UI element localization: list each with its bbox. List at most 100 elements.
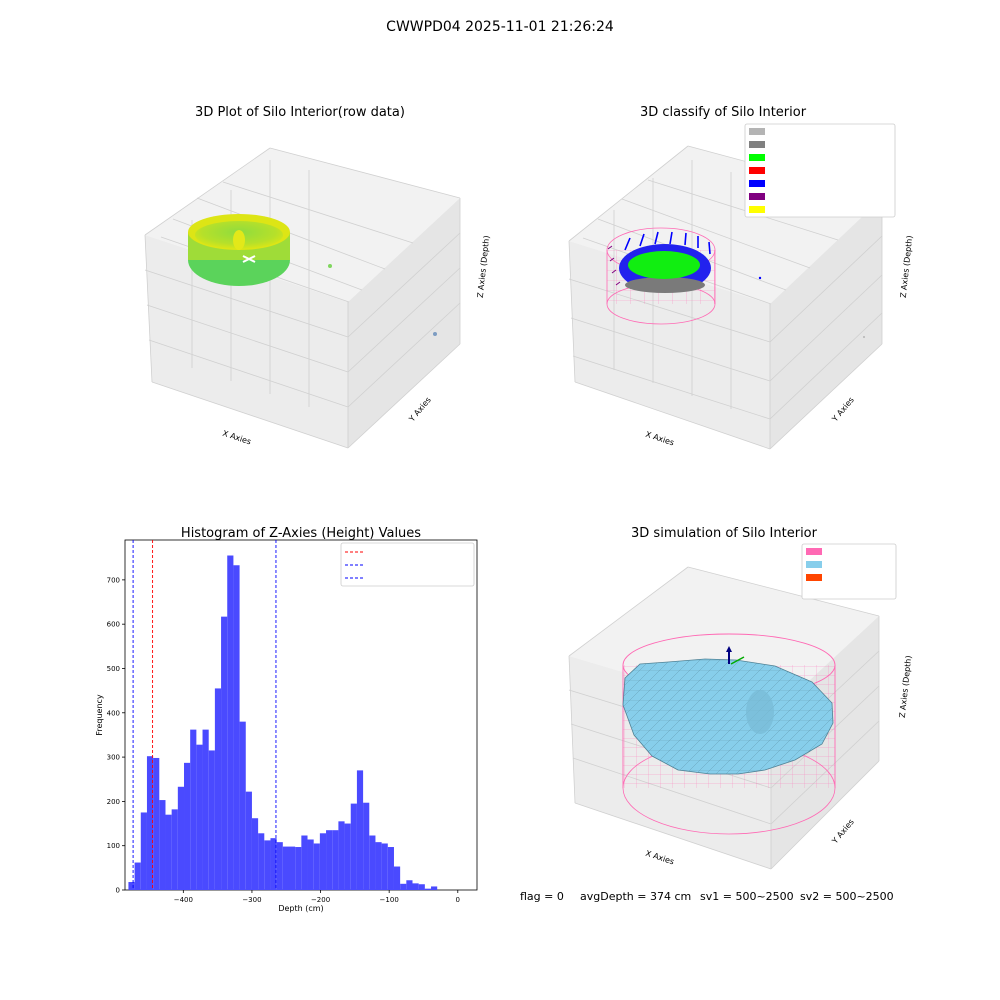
hist-bar (400, 883, 407, 890)
hist-y-ticks: 0 100 200 300 400 500 600 700 (107, 576, 125, 895)
hist-bar (406, 880, 413, 890)
hist-y-tick-label: 200 (107, 798, 120, 806)
sim-silo-and-rice (622, 633, 836, 835)
sim-legend-swatch (806, 561, 822, 568)
hist-bar (344, 823, 351, 890)
hist-bar (307, 839, 314, 890)
hist-bar (171, 809, 178, 890)
panel-classify: 3D classify of Silo Interior (568, 105, 915, 450)
hist-bar (356, 770, 364, 890)
classify-legend (744, 123, 896, 218)
hist-bar (214, 688, 222, 890)
hist-bar (418, 884, 425, 890)
footer-flag: flag = 0 (520, 890, 564, 903)
sim-xlabel: X Axies (644, 849, 675, 867)
classify-zlabel: Z Axies (Depth) (899, 235, 915, 298)
hist-x-tick-label: −200 (311, 896, 330, 904)
classify-legend-swatch (749, 193, 765, 200)
classify-legend-swatch (749, 180, 765, 187)
hist-bar (412, 883, 419, 890)
hist-bar (282, 846, 289, 890)
hist-bar (393, 866, 401, 890)
classify-legend-swatch (749, 128, 765, 135)
hist-y-tick-label: 400 (107, 709, 120, 717)
hist-x-tick-label: −400 (174, 896, 193, 904)
hist-bar (184, 762, 191, 890)
hist-bar (245, 791, 252, 890)
hist-bar (363, 802, 370, 890)
hist-ylabel: Frequency (95, 694, 104, 736)
hist-bar (251, 818, 259, 890)
sim-legend-swatch (806, 587, 822, 594)
hist-bar (375, 842, 382, 890)
hist-bar (258, 833, 265, 890)
raw-title: 3D Plot of Silo Interior(row data) (195, 105, 405, 120)
hist-xlabel: Depth (cm) (278, 904, 323, 913)
classify-legend-items (749, 128, 765, 213)
hist-bar (227, 555, 234, 890)
hist-bar (128, 882, 135, 890)
hist-bar (239, 721, 246, 890)
sim-legend-swatch (806, 548, 822, 555)
classify-legend-swatch (749, 206, 765, 213)
sim-title: 3D simulation of Silo Interior (631, 526, 818, 541)
footer-avgdepth: avgDepth = 374 cm (580, 890, 691, 903)
hist-bar (221, 616, 228, 890)
hist-bar (424, 888, 432, 890)
hist-bar (326, 830, 333, 890)
hist-legend-items (345, 551, 365, 579)
hist-bar (338, 821, 345, 890)
sim-ylabel: Y Axies (830, 817, 856, 846)
raw-point-cloud (188, 214, 437, 336)
classify-point-cloud (606, 227, 865, 338)
hist-legend (340, 542, 475, 587)
raw-ylabel: Y Axies (407, 395, 433, 424)
panel-histogram: Histogram of Z-Axies (Height) Values −40… (95, 526, 478, 913)
hist-bar (332, 830, 339, 890)
footer-sv1: sv1 = 500~2500 (700, 890, 794, 903)
hist-x-tick-label: −300 (242, 896, 261, 904)
classify-ylabel: Y Axies (830, 395, 856, 424)
hist-bar (165, 814, 172, 890)
hist-bar (319, 833, 327, 890)
hist-bar (146, 756, 154, 890)
hist-y-tick-label: 600 (107, 621, 120, 629)
hist-bar (159, 800, 166, 890)
hist-vlines (132, 540, 277, 890)
hist-y-tick-label: 100 (107, 842, 120, 850)
hist-bar (431, 886, 438, 890)
hist-bar (295, 847, 302, 890)
panel-raw-data: 3D Plot of Silo Interior(row data) (144, 105, 492, 449)
hist-bars (128, 555, 438, 890)
hist-bar (153, 757, 160, 890)
classify-legend-swatch (749, 141, 765, 148)
hist-bar (202, 729, 209, 890)
hist-x-tick-label: −100 (380, 896, 399, 904)
hist-title: Histogram of Z-Axies (Height) Values (181, 526, 421, 541)
hist-bar (369, 835, 376, 890)
hist-y-tick-label: 500 (107, 665, 120, 673)
sim-legend-swatch (806, 574, 822, 581)
footer-sv2: sv2 = 500~2500 (800, 890, 894, 903)
sim-legend (801, 543, 897, 600)
hist-bar (381, 843, 388, 890)
hist-bar (140, 812, 147, 890)
hist-bar (313, 843, 320, 890)
hist-bar (134, 862, 141, 890)
classify-legend-swatch (749, 154, 765, 161)
raw-axes-box (144, 147, 461, 449)
hist-bar (276, 842, 283, 890)
classify-title: 3D classify of Silo Interior (640, 105, 807, 120)
hist-bar (270, 838, 277, 890)
panel-simulation: 3D simulation of Silo Interior (568, 526, 913, 870)
classify-legend-swatch (749, 167, 765, 174)
hist-bar (233, 565, 240, 890)
classify-xlabel: X Axies (644, 430, 675, 448)
hist-bar (288, 846, 296, 890)
footer-status: flag = 0 avgDepth = 374 cm sv1 = 500~250… (520, 890, 894, 903)
hist-y-tick-label: 0 (116, 887, 120, 895)
hist-bar (350, 803, 357, 890)
raw-zlabel: Z Axies (Depth) (476, 235, 492, 298)
hist-y-tick-label: 700 (107, 576, 120, 584)
